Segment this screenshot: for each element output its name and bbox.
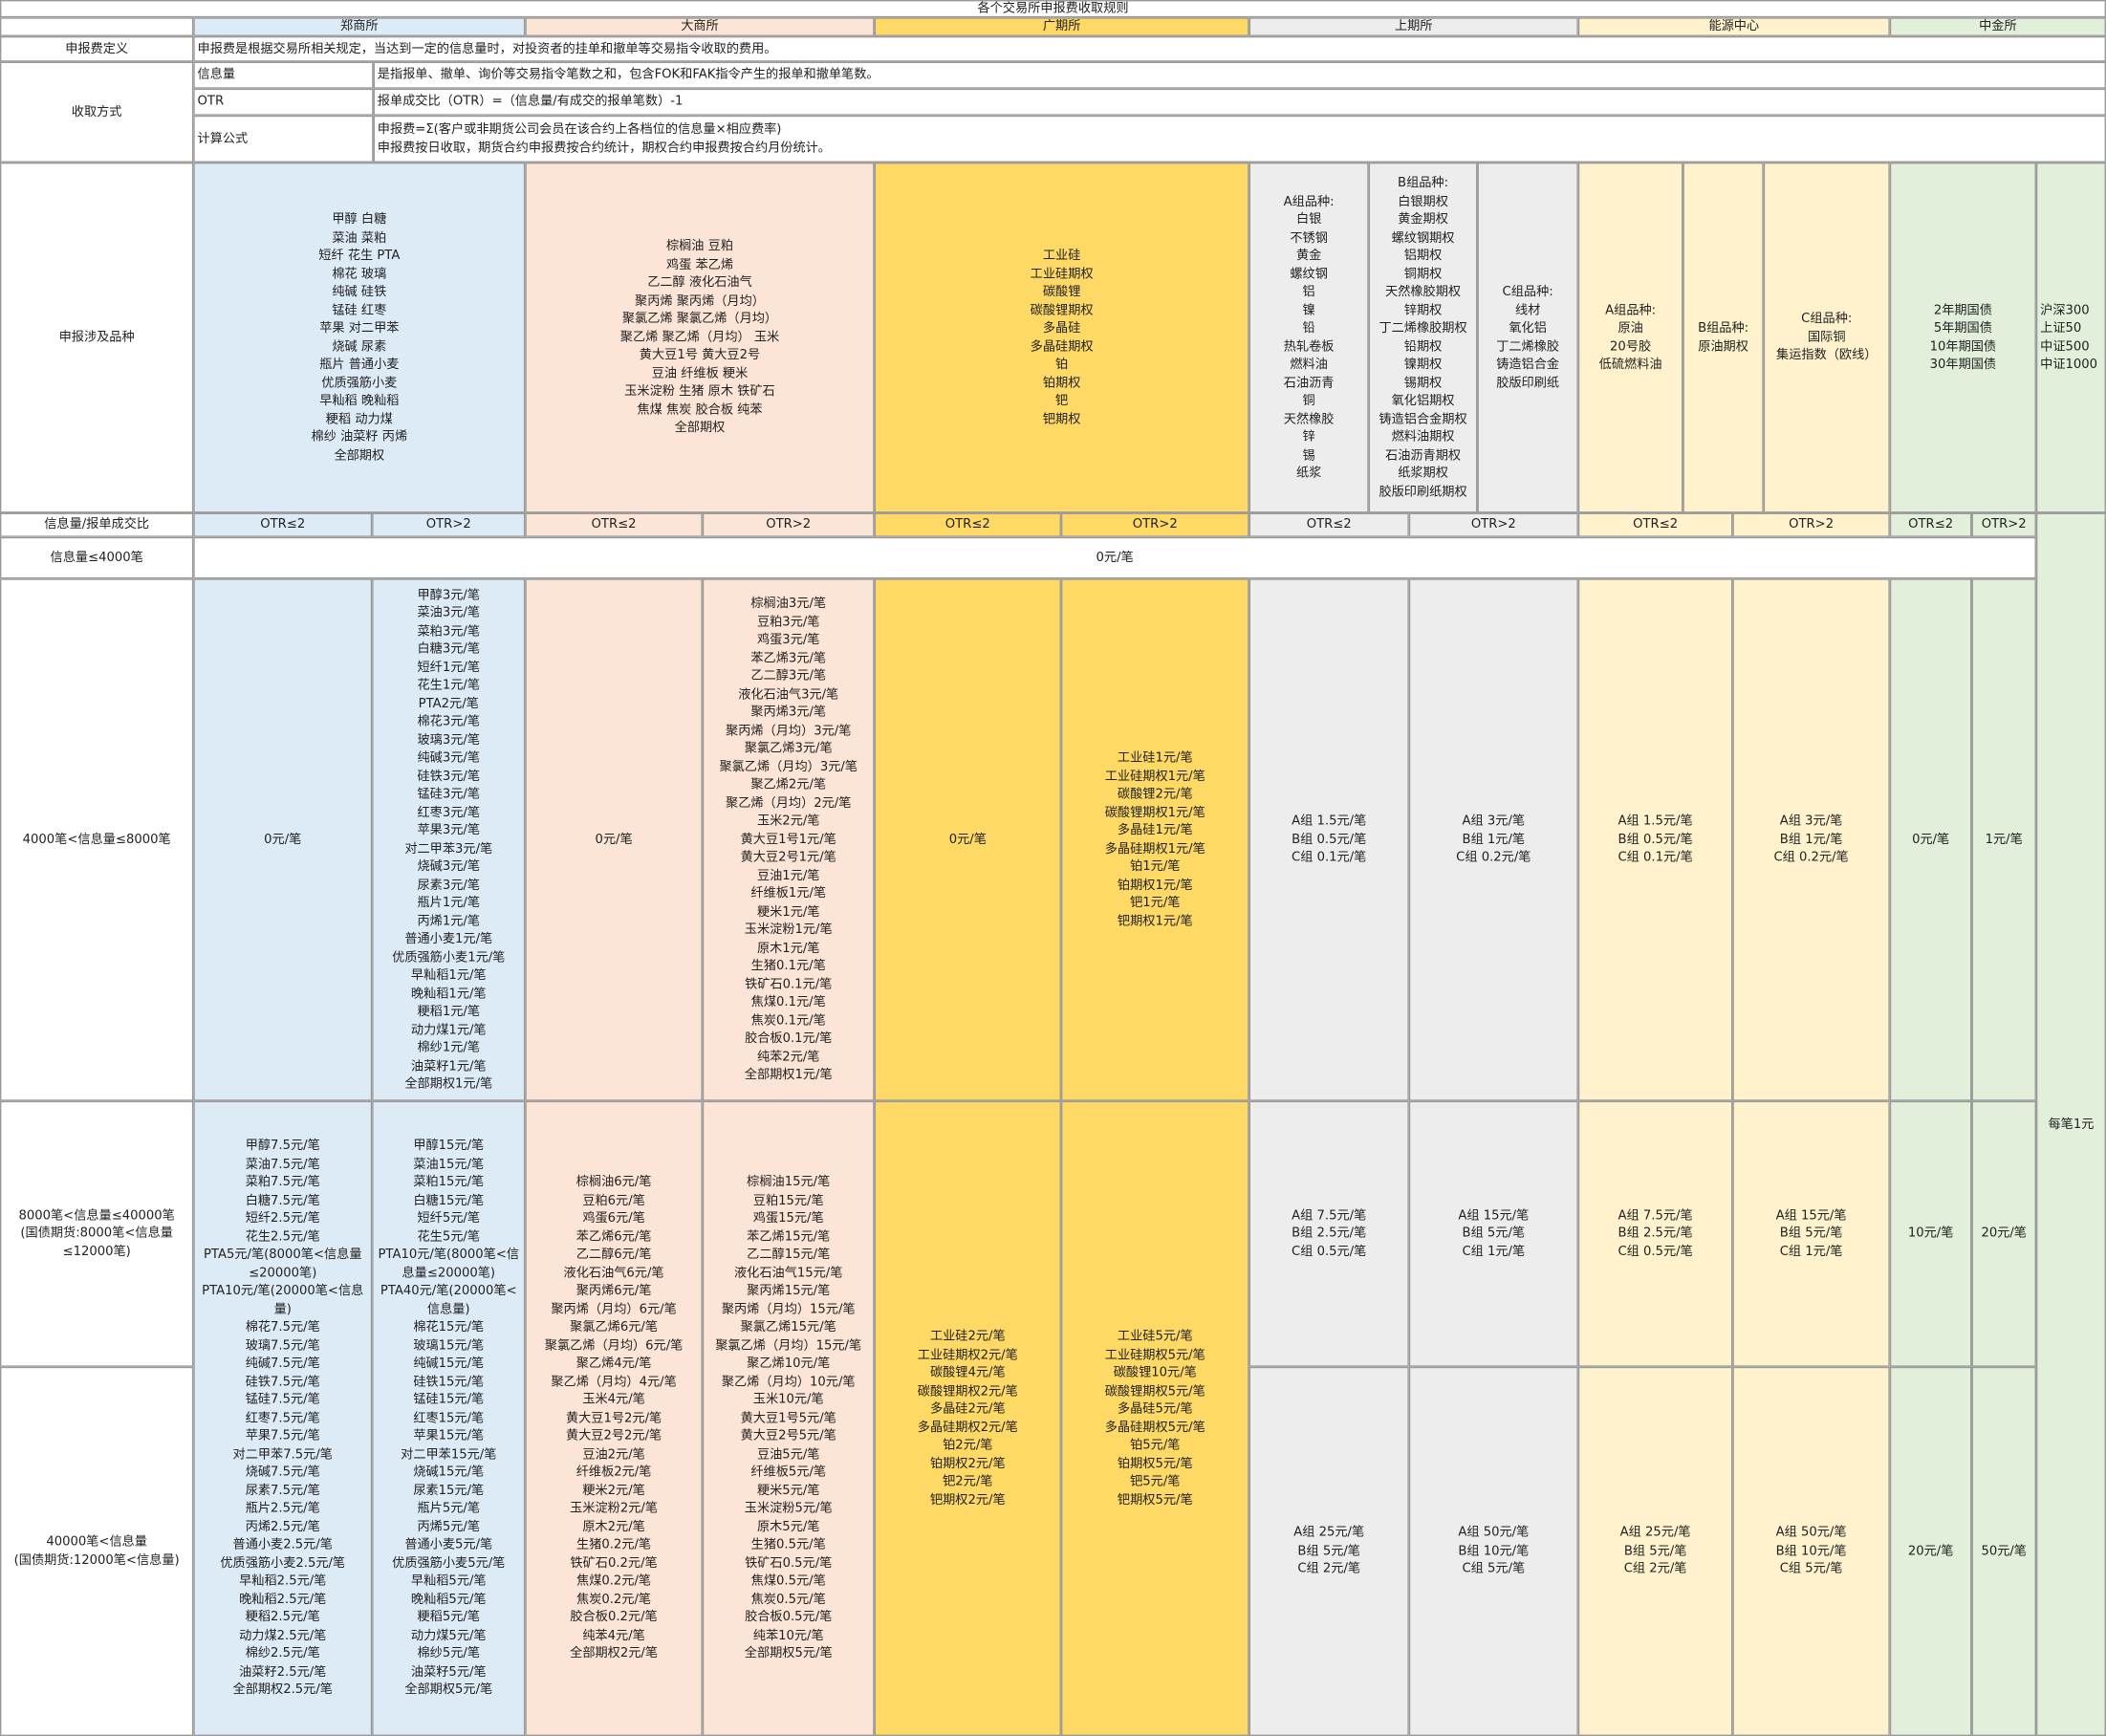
cell: 甲醇3元/笔 菜油3元/笔 菜粕3元/笔 白糖3元/笔 短纤1元/笔 花生1元/… [372, 578, 526, 1101]
cell: A组 50元/笔 B组 10元/笔 C组 5元/笔 [1732, 1366, 1890, 1736]
row-label: 8000笔<信息量≤40000笔 (国债期货:8000笔<信息量≤12000笔) [0, 1100, 194, 1367]
cell: C组品种: 线材 氧化铝 丁二烯橡胶 铸造铝合金 胶版印刷纸 [1477, 162, 1578, 513]
cell: 申报费=Σ(客户或非期货公司会员在该合约上各档位的信息量×相应费率) 申报费按日… [373, 115, 2106, 163]
cell: B组品种: 原油期权 [1683, 162, 1764, 513]
exchange-header: 广期所 [874, 17, 1249, 36]
cell: OTR [193, 88, 374, 116]
row-label: 申报涉及品种 [0, 162, 194, 513]
cell: 棕榈油6元/笔 豆粕6元/笔 鸡蛋6元/笔 苯乙烯6元/笔 乙二醇6元/笔 液化… [525, 1100, 703, 1736]
cell: A组 1.5元/笔 B组 0.5元/笔 C组 0.1元/笔 [1577, 578, 1733, 1101]
cell: 2年期国债 5年期国债 10年期国债 30年期国债 [1889, 162, 2036, 513]
cell: 甲醇 白糖 菜油 菜粕 短纤 花生 PTA 棉花 玻璃 纯碱 硅铁 锰硅 红枣 … [193, 162, 526, 513]
cell: C组品种: 国际铜 集运指数（欧线） [1763, 162, 1890, 513]
cell: 20元/笔 [1889, 1366, 1972, 1736]
cell: OTR>2 [1732, 512, 1890, 537]
cell: A组 7.5元/笔 B组 2.5元/笔 C组 0.5元/笔 [1577, 1100, 1733, 1367]
row-label: 信息量≤4000笔 [0, 536, 194, 579]
cell: A组 25元/笔 B组 5元/笔 C组 2元/笔 [1248, 1366, 1409, 1736]
cell: 工业硅 工业硅期权 碳酸锂 碳酸锂期权 多晶硅 多晶硅期权 铂 铂期权 钯 钯期… [874, 162, 1249, 513]
exchange-header: 上期所 [1248, 17, 1578, 36]
exchange-header: 中金所 [1889, 17, 2106, 36]
cell: A组 25元/笔 B组 5元/笔 C组 2元/笔 [1577, 1366, 1733, 1736]
cell: OTR>2 [372, 512, 526, 537]
cell: A组 15元/笔 B组 5元/笔 C组 1元/笔 [1408, 1100, 1578, 1367]
cell: OTR>2 [1060, 512, 1249, 537]
row-label: 信息量/报单成交比 [0, 512, 194, 537]
cell: OTR≤2 [1577, 512, 1733, 537]
cell: 棕榈油15元/笔 豆粕15元/笔 鸡蛋15元/笔 苯乙烯15元/笔 乙二醇15元… [702, 1100, 875, 1736]
cell: 计算公式 [193, 115, 374, 163]
cell: 0元/笔 [193, 536, 2036, 579]
cell: 0元/笔 [525, 578, 703, 1101]
cell: A组 3元/笔 B组 1元/笔 C组 0.2元/笔 [1408, 578, 1578, 1101]
sheet-title: 各个交易所申报费收取规则 [0, 0, 2106, 18]
blank-cell [0, 17, 194, 36]
cell: 甲醇7.5元/笔 菜油7.5元/笔 菜粕7.5元/笔 白糖7.5元/笔 短纤2.… [193, 1100, 373, 1736]
cell: A组 50元/笔 B组 10元/笔 C组 5元/笔 [1408, 1366, 1578, 1736]
cell: 10元/笔 [1889, 1100, 1972, 1367]
cell: A组 15元/笔 B组 5元/笔 C组 1元/笔 [1732, 1100, 1890, 1367]
row-label: 申报费定义 [0, 35, 194, 62]
cell: A组品种: 原油 20号胶 低硫燃料油 [1577, 162, 1683, 513]
cell: 工业硅2元/笔 工业硅期权2元/笔 碳酸锂4元/笔 碳酸锂期权2元/笔 多晶硅2… [874, 1100, 1061, 1736]
cell: OTR≤2 [1889, 512, 1972, 537]
cell: 0元/笔 [874, 578, 1061, 1101]
cell: 工业硅5元/笔 工业硅期权5元/笔 碳酸锂10元/笔 碳酸锂期权5元/笔 多晶硅… [1060, 1100, 1249, 1736]
cell: A组 3元/笔 B组 1元/笔 C组 0.2元/笔 [1732, 578, 1890, 1101]
cell: 棕榈油3元/笔 豆粕3元/笔 鸡蛋3元/笔 苯乙烯3元/笔 乙二醇3元/笔 液化… [702, 578, 875, 1101]
cell: A组 7.5元/笔 B组 2.5元/笔 C组 0.5元/笔 [1248, 1100, 1409, 1367]
cell: 沪深300 上证50 中证500 中证1000 [2035, 162, 2106, 513]
cell: OTR≤2 [193, 512, 373, 537]
cell: A组 1.5元/笔 B组 0.5元/笔 C组 0.1元/笔 [1248, 578, 1409, 1101]
row-label: 40000笔<信息量 (国债期货:12000笔<信息量) [0, 1366, 194, 1736]
cell: B组品种: 白银期权 黄金期权 螺纹钢期权 铝期权 铜期权 天然橡胶期权 锌期权… [1368, 162, 1478, 513]
exchange-header: 大商所 [525, 17, 875, 36]
cell: 20元/笔 [1971, 1100, 2036, 1367]
exchange-header: 能源中心 [1577, 17, 1890, 36]
row-label: 收取方式 [0, 61, 194, 163]
cell: OTR>2 [702, 512, 875, 537]
cell: 报单成交比（OTR）=（信息量/有成交的报单笔数）-1 [373, 88, 2106, 116]
cell: 棕榈油 豆粕 鸡蛋 苯乙烯 乙二醇 液化石油气 聚丙烯 聚丙烯（月均） 聚氯乙烯… [525, 162, 875, 513]
exchange-header: 郑商所 [193, 17, 526, 36]
cell: 0元/笔 [193, 578, 373, 1101]
cell: OTR>2 [1971, 512, 2036, 537]
cell: OTR≤2 [1248, 512, 1409, 537]
row-label: 4000笔<信息量≤8000笔 [0, 578, 194, 1101]
cell: OTR>2 [1408, 512, 1578, 537]
cell: 1元/笔 [1971, 578, 2036, 1101]
cell: 是指报单、撤单、询价等交易指令笔数之和，包含FOK和FAK指令产生的报单和撤单笔… [373, 61, 2106, 89]
cell: 工业硅1元/笔 工业硅期权1元/笔 碳酸锂2元/笔 碳酸锂期权1元/笔 多晶硅1… [1060, 578, 1249, 1101]
cell: A组品种: 白银 不锈钢 黄金 螺纹钢 铝 镍 铅 热轧卷板 燃料油 石油沥青 … [1248, 162, 1369, 513]
cell: 信息量 [193, 61, 374, 89]
cell: 每笔1元 [2035, 512, 2106, 1736]
cell: 0元/笔 [1889, 578, 1972, 1101]
cell: 50元/笔 [1971, 1366, 2036, 1736]
cell: 申报费是根据交易所相关规定，当达到一定的信息量时，对投资者的挂单和撤单等交易指令… [193, 35, 2106, 62]
cell: OTR≤2 [525, 512, 703, 537]
cell: OTR≤2 [874, 512, 1061, 537]
cell: 甲醇15元/笔 菜油15元/笔 菜粕15元/笔 白糖15元/笔 短纤5元/笔 花… [372, 1100, 526, 1736]
